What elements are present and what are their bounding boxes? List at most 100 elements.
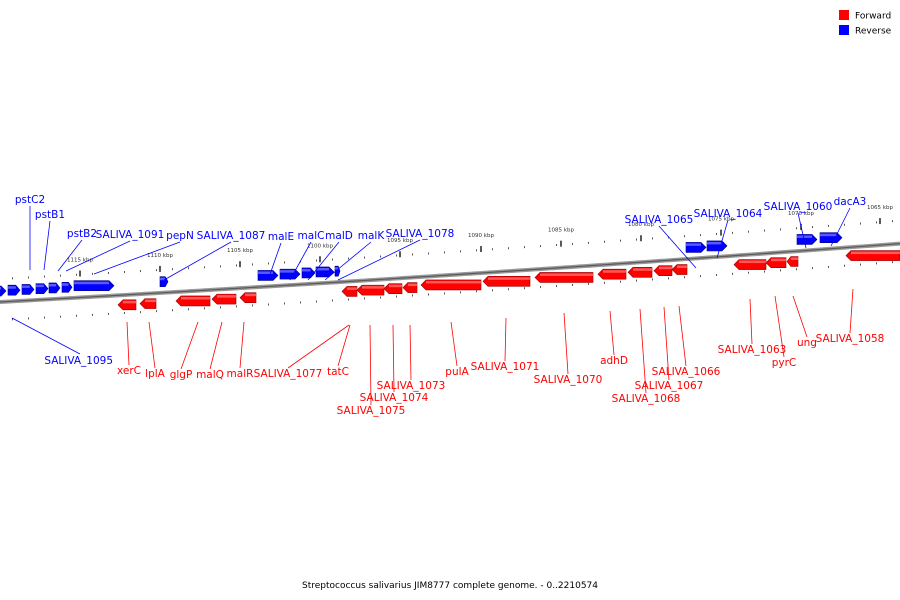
gene-label-saliva-1074: SALIVA_1074 <box>360 392 429 404</box>
minor-tick <box>700 275 701 278</box>
major-tick <box>399 251 401 258</box>
minor-tick <box>332 258 333 261</box>
minor-tick <box>540 245 541 248</box>
minor-tick <box>508 288 509 291</box>
gene-label-ung: ung <box>797 337 817 349</box>
minor-tick <box>316 259 317 262</box>
minor-tick <box>476 249 477 252</box>
minor-tick <box>780 269 781 272</box>
gene-label-glgp: glgP <box>170 369 193 381</box>
minor-tick <box>524 246 525 249</box>
gene-label-saliva-1063: SALIVA_1063 <box>718 344 787 356</box>
minor-tick <box>572 242 573 245</box>
gene-label-saliva-1065: SALIVA_1065 <box>625 214 694 226</box>
leader-line <box>797 212 807 249</box>
gene-ung <box>786 256 799 267</box>
gene-label-xerc: xerC <box>117 365 141 377</box>
legend-swatch-reverse <box>839 25 849 35</box>
leader-line <box>239 321 245 369</box>
minor-tick <box>812 267 813 270</box>
gene-saliva-1068 <box>627 266 653 278</box>
gene-label-saliva-1075: SALIVA_1075 <box>337 405 406 417</box>
leader-line <box>658 225 697 269</box>
minor-tick <box>28 276 29 279</box>
minor-tick <box>444 292 445 295</box>
major-tick <box>720 229 722 236</box>
minor-tick <box>188 308 189 311</box>
minor-tick <box>764 270 765 273</box>
gene-label-saliva-1070: SALIVA_1070 <box>534 374 603 386</box>
backbone-shadow <box>0 241 900 305</box>
leader-line <box>126 321 130 366</box>
gene-reverse-unlabeled-1 <box>61 281 73 293</box>
gene-male <box>257 270 279 281</box>
scale-label-1095-kbp: 1095 kbp <box>387 238 413 244</box>
minor-tick <box>188 267 189 270</box>
leader-line <box>289 241 312 281</box>
leader-line <box>65 240 131 272</box>
minor-tick <box>428 293 429 296</box>
minor-tick <box>748 271 749 274</box>
minor-tick <box>636 238 637 241</box>
scale-label-1110-kbp: 1110 kbp <box>147 253 173 259</box>
major-tick <box>159 265 161 272</box>
minor-tick <box>380 296 381 299</box>
leader-line <box>180 321 199 370</box>
minor-tick <box>764 229 765 232</box>
legend-label-reverse: Reverse <box>855 27 892 37</box>
minor-tick <box>92 272 93 275</box>
leader-line <box>409 324 412 381</box>
minor-tick <box>460 250 461 253</box>
gene-adhd <box>597 268 627 280</box>
minor-tick <box>12 277 13 280</box>
minor-tick <box>348 298 349 301</box>
leader-line <box>504 317 507 362</box>
minor-tick <box>12 318 13 321</box>
minor-tick <box>492 289 493 292</box>
leader-line <box>369 324 372 406</box>
leader-line <box>663 306 670 381</box>
legend-label-forward: Forward <box>855 12 891 22</box>
legend-swatch-forward <box>839 10 849 20</box>
scale-label-1065-kbp: 1065 kbp <box>867 205 893 211</box>
minor-tick <box>300 301 301 304</box>
minor-tick <box>220 306 221 309</box>
major-tick <box>239 261 241 268</box>
leader-line <box>209 321 223 370</box>
minor-tick <box>156 269 157 272</box>
gene-label-saliva-1073: SALIVA_1073 <box>377 380 446 392</box>
gene-saliva-1067 <box>653 265 673 276</box>
gene-pepn <box>73 280 115 292</box>
gene-reverse-unlabeled-0 <box>0 285 7 297</box>
map-caption: Streptococcus salivarius JIM8777 complet… <box>302 581 598 591</box>
gene-saliva-1060 <box>796 234 818 245</box>
minor-tick <box>140 270 141 273</box>
minor-tick <box>524 287 525 290</box>
backbone-line <box>0 242 900 303</box>
gene-label-malr: malR <box>227 368 254 380</box>
minor-tick <box>604 281 605 284</box>
leader-line <box>774 295 785 358</box>
scale-label-1070-kbp: 1070 kbp <box>788 211 814 217</box>
minor-tick <box>860 222 861 225</box>
gene-label-saliva-1078: SALIVA_1078 <box>386 228 455 240</box>
leader-line <box>792 295 808 338</box>
gene-saliva-1066 <box>671 264 688 275</box>
minor-tick <box>220 265 221 268</box>
minor-tick <box>652 278 653 281</box>
minor-tick <box>204 266 205 269</box>
leader-line <box>716 219 729 259</box>
scale-label-1085-kbp: 1085 kbp <box>548 228 574 234</box>
gene-saliva-1071 <box>482 276 531 287</box>
gene-xerc <box>117 299 137 311</box>
gene-label-malk: malK <box>358 230 386 242</box>
gene-label-daca3: dacA3 <box>834 196 867 208</box>
minor-tick <box>60 315 61 318</box>
gene-label-saliva-1087: SALIVA_1087 <box>197 230 266 242</box>
leader-line <box>43 220 51 271</box>
gene-saliva-1065 <box>685 242 707 253</box>
gene-label-saliva-1058: SALIVA_1058 <box>816 333 885 345</box>
minor-tick <box>716 232 717 235</box>
gene-label-pepn: pepN <box>166 230 194 242</box>
